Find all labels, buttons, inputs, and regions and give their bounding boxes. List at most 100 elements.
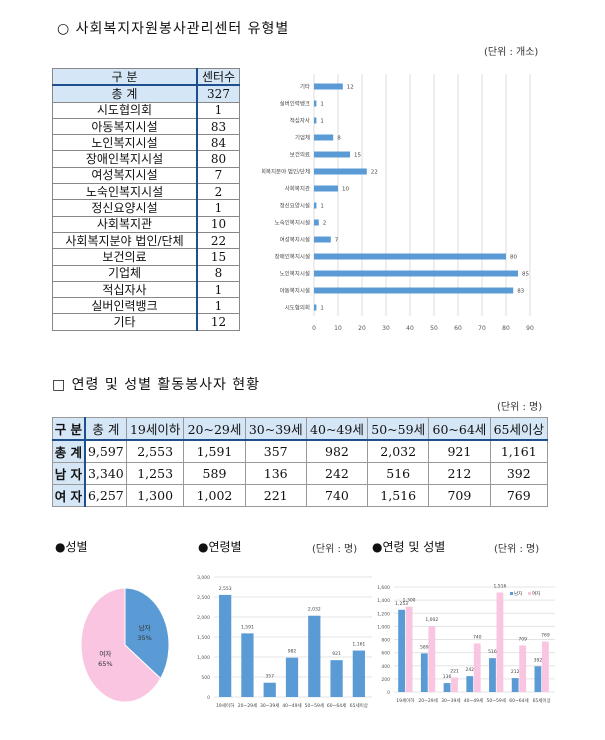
table-cell: 10 (196, 215, 240, 233)
column-header: 20~29세 (183, 417, 246, 441)
category-label: 여성복지시설 (280, 236, 310, 244)
table-cell: 사회복지관 (52, 215, 198, 233)
y-tick-label: 500 (201, 675, 210, 681)
data-label: 1 (320, 119, 324, 125)
section1-unit: (단위 : 개소) (484, 47, 539, 58)
bar (314, 134, 334, 141)
data-label: 22 (371, 170, 378, 176)
data-label: 242 (465, 667, 474, 673)
section2-title: □ 연령 및 성별 활동봉사자 현황 (52, 377, 261, 393)
pie-slice-여자 (80, 587, 162, 703)
bar (496, 592, 504, 692)
x-tick-label: 80 (502, 325, 510, 332)
y-tick-label: 1,200 (377, 611, 390, 617)
category-label: 사회복지분야 법인/단체 (262, 168, 310, 176)
bar (466, 676, 474, 692)
bar (263, 682, 276, 697)
data-label: 1 (320, 204, 324, 210)
table-row: 실버인력뱅크 1 (52, 297, 240, 315)
table-row: 총 계 327 (52, 84, 240, 103)
legend-swatch (528, 592, 531, 595)
center-type-table: 구 분 센터수 총 계 327 시도협의회 1 아동복지시설 83 노인복지시설 84 장애인복지시… (52, 68, 240, 331)
table-cell: 시도협의회 (52, 101, 198, 119)
table-row: 기업체 8 (52, 264, 240, 282)
data-label: 221 (450, 668, 459, 674)
bar (314, 185, 338, 192)
x-tick-label: 90 (526, 325, 534, 332)
table-row: 노숙인복지시설 2 (52, 183, 240, 201)
data-label: 516 (488, 649, 497, 655)
table-cell: 보건의료 (52, 248, 198, 266)
table-cell: 3,340 (84, 462, 127, 485)
y-tick-label: 1,400 (377, 598, 390, 604)
column-header: 60~64세 (428, 417, 491, 441)
data-label: 709 (518, 636, 527, 642)
data-label: 392 (534, 657, 543, 663)
table-row: 시도협의회 1 (52, 101, 240, 119)
bar (314, 219, 319, 226)
category-label: 시도협의회 (285, 304, 310, 312)
table-cell: 84 (196, 134, 240, 152)
bar (314, 83, 343, 90)
x-tick-label: 20~29세 (238, 702, 257, 709)
gender-pie-chart: 남자 35% 여자 65% (80, 587, 170, 703)
column-header: 19세이하 (125, 417, 185, 441)
table-cell: 9,597 (84, 439, 127, 463)
data-label: 1,591 (241, 624, 254, 630)
bar (443, 683, 451, 692)
table-cell: 22 (196, 231, 240, 250)
category-label: 아동복지시설 (280, 287, 310, 295)
table-cell: 392 (489, 462, 549, 485)
data-label: 212 (511, 669, 520, 675)
table-cell: 사회복지분야 법인/단체 (52, 231, 198, 250)
age-chart-unit: (단위 : 명) (312, 544, 358, 555)
category-label: 노숙인복지시설 (275, 219, 310, 227)
table-cell: 1,591 (183, 439, 246, 463)
bar (420, 653, 428, 692)
slice-percent: 65% (98, 660, 112, 668)
bar (398, 609, 406, 692)
data-label: 10 (342, 187, 349, 193)
table-cell: 아동복지시설 (52, 117, 198, 136)
table-cell: 2,032 (367, 439, 430, 463)
table-row: 여성복지시설 7 (52, 166, 240, 185)
table-cell: 노인복지시설 (52, 134, 198, 152)
x-tick-label: 19세이하 (396, 697, 415, 704)
data-label: 7 (335, 238, 339, 244)
table-cell: 1,516 (367, 484, 430, 507)
table-cell: 여성복지시설 (52, 166, 198, 185)
table-row: 적십자사 1 (52, 280, 240, 299)
x-tick-label: 0 (312, 325, 316, 332)
category-label: 노인복지시설 (280, 270, 310, 278)
data-label: 15 (354, 153, 361, 159)
table-cell: 여 자 (51, 484, 86, 507)
y-tick-label: 800 (381, 638, 390, 644)
table-cell: 589 (183, 462, 246, 485)
category-label: 보건의료 (290, 152, 310, 159)
y-tick-label: 600 (381, 651, 390, 657)
table-cell: 769 (489, 484, 549, 507)
y-tick-label: 0 (387, 690, 390, 696)
column-header: 40~49세 (305, 417, 369, 441)
x-tick-label: 50 (430, 325, 438, 332)
bar (314, 304, 317, 311)
age-gender-bar-chart: 0 200 400 600 800 1,000 1,200 1,400 1,600 19세이하 1,… (377, 584, 555, 704)
table-cell: 740 (305, 484, 369, 507)
x-tick-label: 10 (334, 325, 342, 332)
table-cell: 80 (196, 150, 240, 168)
x-tick-label: 19세이하 (216, 702, 235, 709)
table-cell: 장애인복지시설 (52, 150, 198, 168)
column-header: 50~59세 (367, 417, 430, 441)
table-header-row: 구 분 센터수 (52, 68, 240, 87)
bar (219, 594, 232, 697)
data-label: 80 (510, 255, 517, 261)
x-tick-label: 50~59세 (487, 697, 506, 704)
table-cell: 7 (196, 166, 240, 185)
bar (314, 117, 317, 124)
table-row: 아동복지시설 83 (52, 117, 240, 136)
table-row: 보건의료 15 (52, 248, 240, 266)
y-tick-label: 1,600 (377, 585, 390, 591)
